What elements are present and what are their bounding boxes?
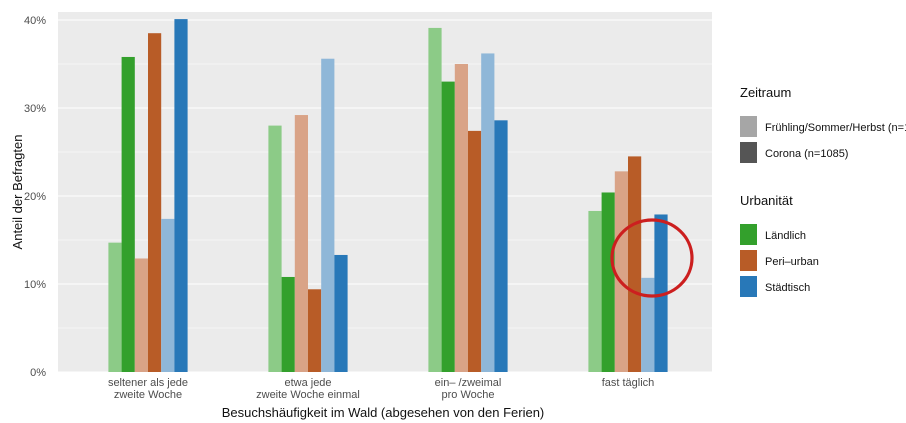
legend-title: Urbanität — [740, 193, 793, 208]
legend: Zeitraum Frühling/Sommer/Herbst (n=1085) C… — [740, 85, 906, 297]
bar — [428, 27, 442, 372]
bar — [161, 218, 175, 372]
x-tick-label: ein– /zweimal pro Woche — [435, 377, 502, 401]
bar — [134, 258, 148, 372]
bar — [494, 120, 508, 372]
bar — [628, 156, 642, 372]
y-tick-label: 0% — [30, 367, 46, 379]
legend-key — [740, 276, 757, 297]
x-tick-label: etwa jede zweite Woche einmal — [256, 377, 360, 401]
legend-label: Peri–urban — [765, 256, 819, 268]
bar — [468, 130, 482, 372]
bar — [481, 53, 495, 372]
bar — [308, 289, 322, 372]
legend-key — [740, 142, 757, 163]
bar — [454, 64, 468, 372]
x-tick-label: seltener als jede zweite Woche — [108, 377, 188, 401]
bar — [321, 58, 335, 372]
legend-key — [740, 250, 757, 271]
legend-label: Corona (n=1085) — [765, 148, 848, 160]
bar — [121, 56, 135, 373]
y-axis-ticks: 0% 10% 20% 30% 40% — [24, 15, 46, 379]
legend-label: Ländlich — [765, 230, 806, 242]
bar — [281, 276, 295, 372]
bar — [614, 171, 628, 372]
bar — [654, 214, 668, 372]
annotation-layer — [610, 218, 694, 298]
bars — [108, 19, 668, 373]
y-axis-title: Anteil der Befragten — [10, 135, 25, 250]
bar — [148, 33, 162, 372]
legend-key — [740, 224, 757, 245]
highlight-circle — [610, 218, 694, 298]
y-tick-label: 20% — [24, 191, 46, 203]
x-axis-ticks: seltener als jede zweite Woche etwa jede zw… — [108, 377, 654, 401]
bar — [174, 19, 188, 373]
x-axis-title: Besuchshäufigkeit im Wald (abgesehen von… — [222, 405, 545, 420]
y-tick-label: 30% — [24, 103, 46, 115]
bar — [588, 210, 602, 372]
x-tick-label: fast täglich — [602, 377, 655, 389]
legend-title: Zeitraum — [740, 85, 791, 100]
legend-key — [740, 116, 757, 137]
bar — [641, 277, 655, 372]
bar — [441, 81, 455, 372]
bar — [108, 242, 122, 372]
bar — [294, 115, 308, 372]
bar — [268, 125, 282, 372]
legend-label: Frühling/Sommer/Herbst (n=1085) — [765, 122, 906, 134]
bar — [334, 254, 348, 372]
bar — [601, 192, 615, 372]
y-tick-label: 40% — [24, 15, 46, 27]
legend-label: Städtisch — [765, 282, 810, 294]
y-tick-label: 10% — [24, 279, 46, 291]
